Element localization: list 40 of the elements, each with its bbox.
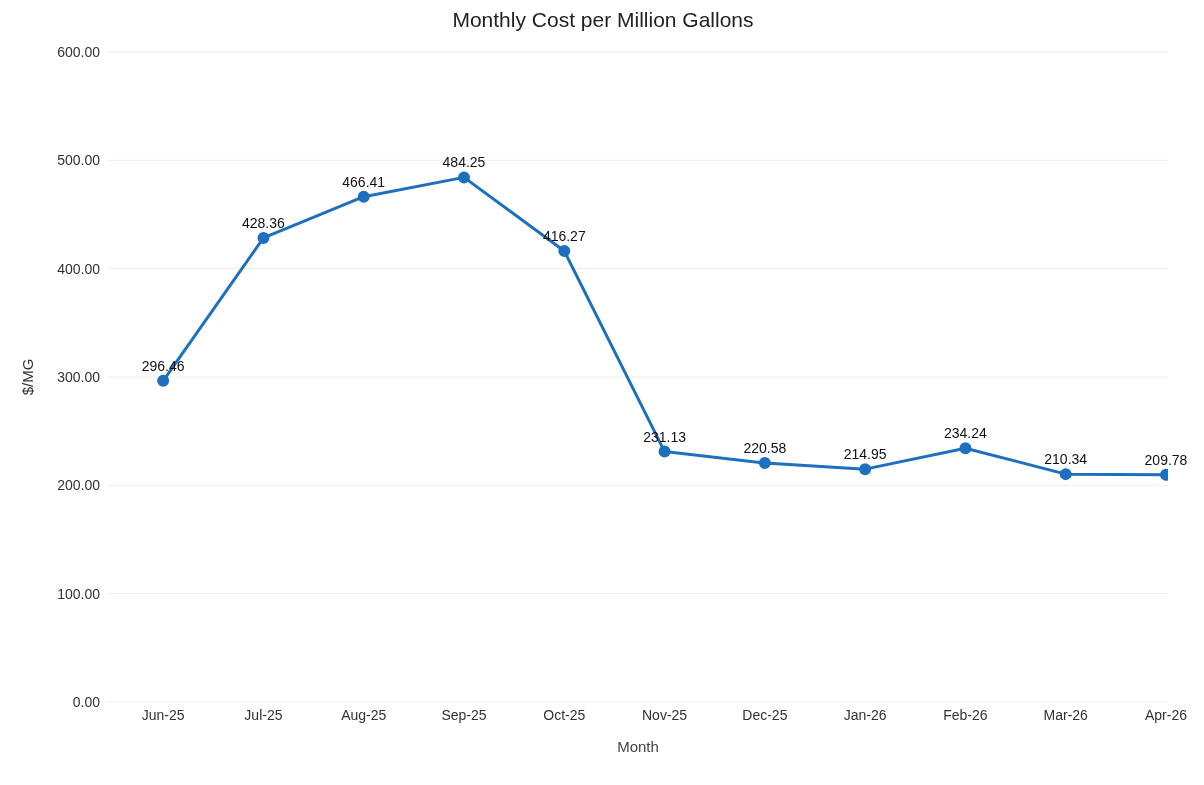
point [357,190,370,203]
x-tick-label: Jun-25 [141,706,185,723]
data-label: 416.27 [542,228,586,245]
x-axis-title: Month [617,738,659,755]
data-label: 234.24 [944,425,988,442]
point [1059,468,1072,481]
y-tick-label: 300.00 [57,368,101,385]
y-tick-label: 400.00 [57,260,101,277]
point [458,171,471,184]
data-label: 220.58 [743,440,787,457]
data-label: 428.36 [242,214,286,231]
y-axis-title: $/MG [19,358,37,396]
y-tick-label: 100.00 [57,585,101,602]
data-label: 209.78 [1144,451,1188,468]
x-tick-label: Jul-25 [244,706,283,723]
point [859,463,872,476]
y-tick-label: 600.00 [57,43,101,60]
y-tick-label: 0.00 [72,693,101,710]
data-label: 484.25 [442,154,486,171]
x-tick-label: Nov-25 [642,706,688,723]
point [157,374,170,387]
y-tick-label: 200.00 [57,477,101,494]
chart-title: Monthly Cost per Million Gallons [451,8,755,32]
point [558,245,571,258]
point [257,231,270,244]
data-label: 214.95 [843,446,887,463]
x-tick-label: Dec-25 [742,706,788,723]
x-tick-label: Aug-25 [341,706,387,723]
x-tick-label: Jan-26 [843,706,887,723]
point [959,442,972,455]
data-label: 210.34 [1044,451,1088,468]
y-tick-label: 500.00 [57,152,101,169]
x-tick-label: Sep-25 [441,706,487,723]
x-tick-label: Mar-26 [1043,706,1089,723]
x-tick-label: Oct-25 [543,706,586,723]
x-tick-label: Feb-26 [943,706,988,723]
x-tick-label: Apr-26 [1144,706,1188,723]
point [658,445,671,458]
data-label: 466.41 [342,173,386,190]
point [758,457,771,470]
